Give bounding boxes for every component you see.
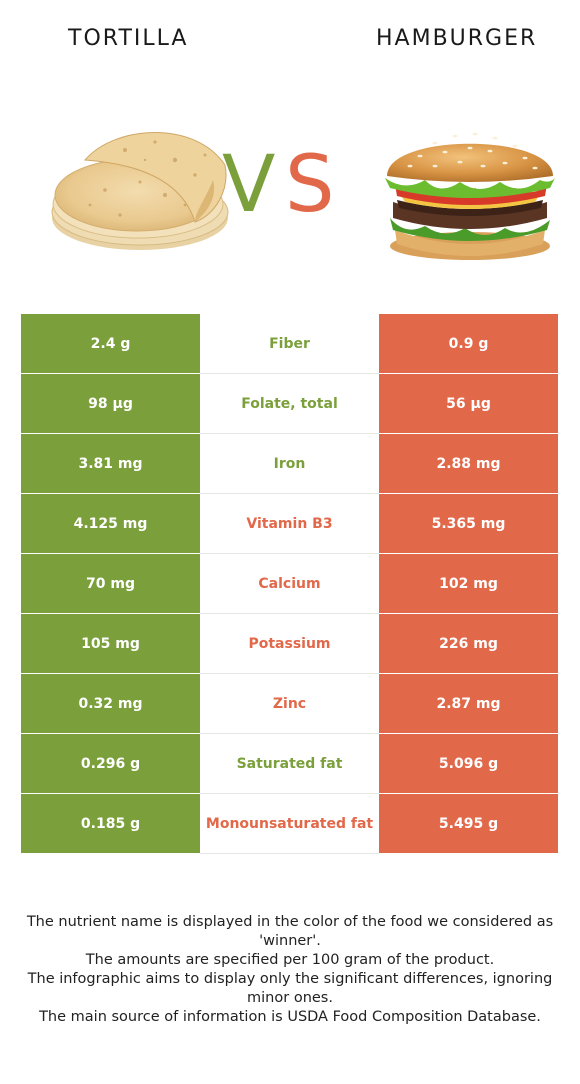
nutrient-name: Calcium — [200, 554, 379, 614]
comparison-table: 2.4 g Fiber 0.9 g 98 µg Folate, total 56 µg 3.… — [21, 314, 558, 854]
right-value: 56 µg — [379, 374, 558, 433]
left-value: 98 µg — [21, 374, 200, 433]
footer-line-1: The nutrient name is displayed in the co… — [26, 914, 554, 949]
right-value: 226 mg — [379, 614, 558, 673]
nutrient-name: Folate, total — [200, 374, 379, 434]
vs-label: V S — [222, 140, 352, 230]
left-value: 105 mg — [21, 614, 200, 673]
nutrient-name: Monounsaturated fat — [200, 794, 379, 854]
left-value: 3.81 mg — [21, 434, 200, 493]
vs-s: S — [285, 140, 335, 230]
table-row: 105 mg Potassium 226 mg — [21, 614, 558, 674]
table-row: 0.296 g Saturated fat 5.096 g — [21, 734, 558, 794]
right-food-title: HAMBURGER — [376, 26, 538, 51]
right-value: 5.495 g — [379, 794, 558, 853]
left-value: 4.125 mg — [21, 494, 200, 553]
right-value: 0.9 g — [379, 314, 558, 373]
footer-notes: The nutrient name is displayed in the co… — [18, 913, 562, 1027]
left-food-title: TORTILLA — [68, 26, 189, 51]
nutrient-name: Zinc — [200, 674, 379, 734]
left-value: 0.185 g — [21, 794, 200, 853]
vs-v: V — [222, 140, 276, 230]
table-row: 98 µg Folate, total 56 µg — [21, 374, 558, 434]
nutrient-name: Potassium — [200, 614, 379, 674]
left-value: 0.296 g — [21, 734, 200, 793]
nutrient-name: Iron — [200, 434, 379, 494]
table-row: 2.4 g Fiber 0.9 g — [21, 314, 558, 374]
nutrient-name: Vitamin B3 — [200, 494, 379, 554]
table-row: 0.185 g Monounsaturated fat 5.495 g — [21, 794, 558, 854]
right-value: 102 mg — [379, 554, 558, 613]
footer-line-3: The infographic aims to display only the… — [27, 971, 553, 1006]
table-row: 0.32 mg Zinc 2.87 mg — [21, 674, 558, 734]
footer-line-2: The amounts are specified per 100 gram o… — [85, 952, 495, 968]
right-value: 5.096 g — [379, 734, 558, 793]
left-value: 70 mg — [21, 554, 200, 613]
footer-line-4: The main source of information is USDA F… — [39, 1009, 541, 1025]
nutrient-name: Saturated fat — [200, 734, 379, 794]
right-value: 2.88 mg — [379, 434, 558, 493]
table-row: 70 mg Calcium 102 mg — [21, 554, 558, 614]
right-value: 2.87 mg — [379, 674, 558, 733]
left-value: 0.32 mg — [21, 674, 200, 733]
table-row: 4.125 mg Vitamin B3 5.365 mg — [21, 494, 558, 554]
nutrient-name: Fiber — [200, 314, 379, 374]
right-value: 5.365 mg — [379, 494, 558, 553]
tortilla-image — [51, 132, 229, 250]
left-value: 2.4 g — [21, 314, 200, 373]
hamburger-image — [385, 132, 555, 260]
table-row: 3.81 mg Iron 2.88 mg — [21, 434, 558, 494]
